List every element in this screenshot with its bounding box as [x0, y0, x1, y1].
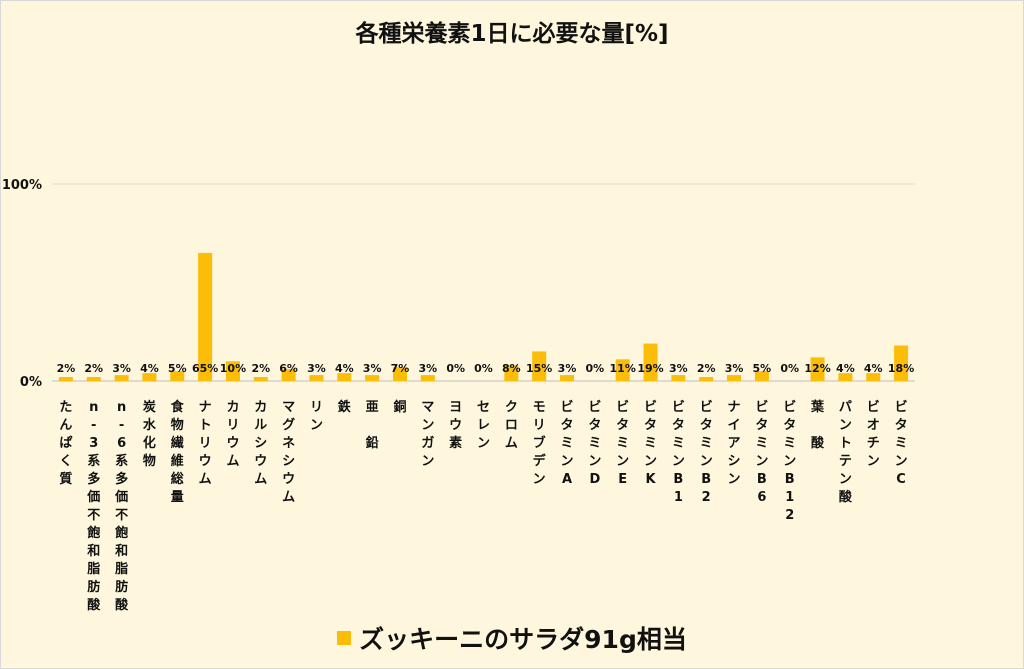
data-label: 8% — [502, 362, 521, 375]
data-label: 3% — [363, 362, 382, 375]
data-label: 4% — [140, 362, 159, 375]
category-label: 銅 — [393, 399, 406, 415]
bar — [615, 359, 630, 381]
bar — [198, 252, 213, 381]
data-label: 2% — [251, 362, 270, 375]
category-label: 亜 鉛 — [366, 400, 379, 451]
data-label: 19% — [637, 362, 663, 375]
category-label: カリウム — [226, 400, 239, 469]
category-label: セレン — [477, 400, 490, 451]
bar — [754, 371, 769, 381]
category-label: ヨウ素 — [449, 400, 462, 451]
data-label: 3% — [112, 362, 131, 375]
data-label: 5% — [753, 362, 772, 375]
bar — [253, 377, 268, 381]
category-label: ナトリウム — [199, 400, 212, 487]
category-label: ビタミン D — [588, 399, 601, 487]
category-label: カルシウム — [254, 400, 267, 487]
data-label: 7% — [391, 362, 410, 375]
category-label: ビオチン — [867, 399, 880, 469]
category-label: ビタミン B 2 — [700, 399, 713, 505]
data-label: 0% — [586, 362, 605, 375]
data-label: 3% — [725, 362, 744, 375]
bar — [114, 375, 129, 381]
bar — [281, 369, 296, 381]
data-label: 2% — [697, 362, 716, 375]
bar — [643, 343, 658, 381]
category-label: リン — [310, 400, 323, 433]
legend-label: ズッキーニのサラダ91g相当 — [359, 625, 687, 654]
data-label: 11% — [610, 362, 636, 375]
data-label: 3% — [418, 362, 437, 375]
category-label: 鉄 — [338, 399, 351, 415]
category-label: たんぱく質 — [59, 400, 72, 487]
data-label: 4% — [836, 362, 855, 375]
bar — [838, 373, 853, 381]
bar — [532, 351, 547, 381]
bar — [170, 371, 185, 381]
category-label: 炭水化物 — [143, 399, 157, 469]
category-label: モリブデン — [533, 400, 547, 487]
data-label: 65% — [192, 362, 218, 375]
bar — [142, 373, 157, 381]
category-label: ビタミン A — [561, 399, 574, 487]
data-label: 3% — [558, 362, 577, 375]
bar — [810, 357, 825, 381]
data-label: 0% — [474, 362, 493, 375]
bar — [420, 375, 435, 381]
data-label: 5% — [168, 362, 187, 375]
data-label: 2% — [57, 362, 76, 375]
data-label: 3% — [307, 362, 326, 375]
category-label: ビタミン B 6 — [755, 399, 768, 505]
data-label: 15% — [526, 362, 552, 375]
data-label: 6% — [279, 362, 298, 375]
data-label: 3% — [669, 362, 688, 375]
bar — [671, 375, 686, 381]
category-label: マンガン — [421, 400, 434, 469]
category-label: パントテン酸 — [839, 400, 853, 505]
data-label: 4% — [335, 362, 354, 375]
y-tick-label: 0% — [20, 375, 42, 390]
data-label: 0% — [780, 362, 799, 375]
data-label: 18% — [888, 362, 914, 375]
bar — [894, 345, 909, 381]
bar — [309, 375, 324, 381]
legend-swatch — [337, 631, 352, 645]
bar — [86, 377, 101, 381]
category-label: ビタミン K — [644, 399, 657, 487]
category-label: 葉 酸 — [810, 399, 825, 451]
category-label: n -3 系多価不飽和脂肪酸 — [86, 400, 101, 613]
bar — [392, 367, 407, 381]
category-label: ナイアシン — [728, 400, 741, 487]
bar — [58, 377, 73, 381]
bar — [699, 377, 714, 381]
bar — [225, 361, 240, 381]
category-label: ビタミン E — [616, 399, 629, 487]
bar — [560, 375, 575, 381]
y-tick-label: 100% — [2, 178, 42, 193]
chart-title: 各種栄養素1日に必要な量[%] — [355, 21, 669, 47]
category-label: ビタミン B 1 — [672, 399, 685, 505]
bar — [504, 365, 519, 381]
data-label: 4% — [864, 362, 883, 375]
bar — [866, 373, 881, 381]
legend: ズッキーニのサラダ91g相当 — [0, 620, 1024, 656]
data-label: 12% — [804, 362, 830, 375]
bar — [727, 375, 742, 381]
bar — [365, 375, 380, 381]
data-label: 0% — [446, 362, 465, 375]
data-label: 2% — [84, 362, 103, 375]
category-label: 食物繊維総量 — [171, 399, 185, 505]
category-label: クロム — [505, 400, 518, 451]
category-label: n -6 系多価不飽和脂肪酸 — [114, 400, 129, 613]
category-label: ビタミン B 1 2 — [783, 399, 796, 523]
category-label: ビタミン C — [895, 399, 908, 487]
bar — [337, 373, 352, 381]
data-label: 10% — [220, 362, 246, 375]
category-label: マグネシウム — [282, 400, 295, 505]
